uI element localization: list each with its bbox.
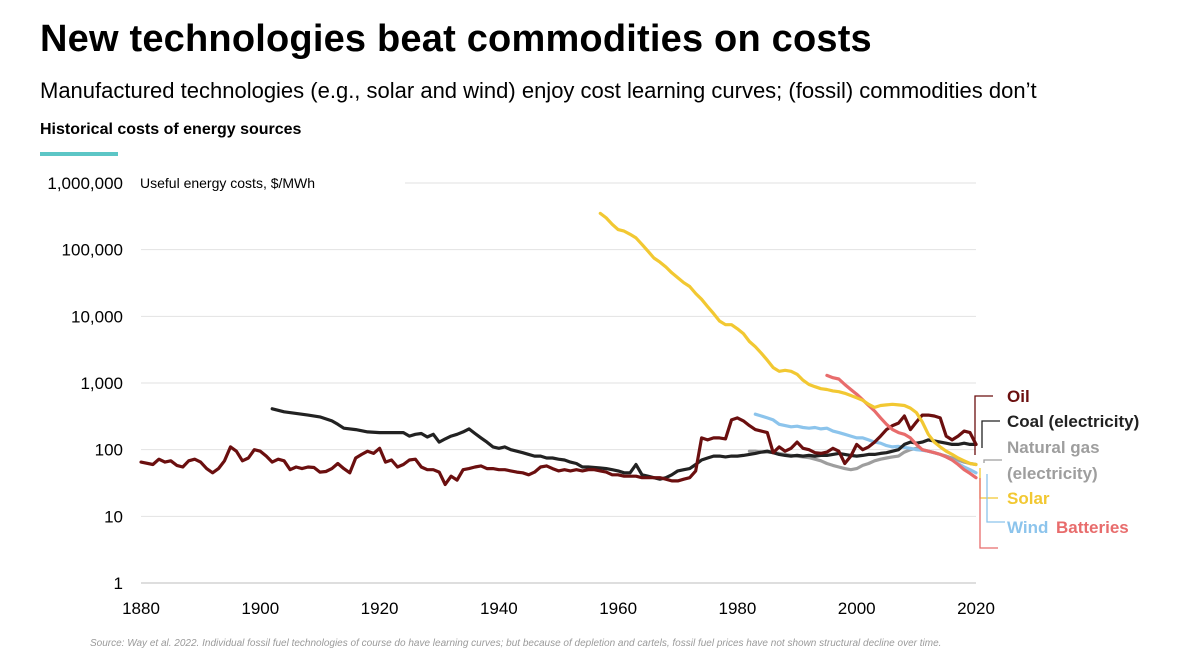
y-axis-label: Useful energy costs, $/MWh bbox=[140, 175, 315, 191]
series-line-batteries bbox=[825, 373, 978, 480]
y-tick-label: 1,000 bbox=[80, 374, 123, 393]
y-tick-label: 100,000 bbox=[62, 241, 123, 260]
page-subtitle: Manufactured technologies (e.g., solar a… bbox=[40, 78, 1037, 103]
x-tick-label: 1920 bbox=[361, 599, 399, 618]
label-connector-wind bbox=[986, 474, 1005, 523]
y-axis-ticks: 1 10 100 1,000 10,000 100,000 1,000,000 bbox=[47, 174, 123, 593]
series-lines bbox=[139, 211, 978, 487]
page-title: New technologies beat commodities on cos… bbox=[40, 18, 872, 60]
x-tick-label: 1960 bbox=[599, 599, 637, 618]
x-tick-label: 1900 bbox=[241, 599, 279, 618]
label-connector-solar bbox=[979, 468, 998, 499]
x-tick-label: 1940 bbox=[480, 599, 518, 618]
series-label-oil: Oil bbox=[1007, 387, 1030, 406]
label-connector-coal-electricity bbox=[981, 420, 1000, 448]
x-axis-ticks: 1880 1900 1920 1940 1960 1980 2000 2020 bbox=[122, 599, 995, 618]
source-note: Source: Way et al. 2022. Individual foss… bbox=[90, 638, 942, 649]
x-tick-label: 2000 bbox=[838, 599, 876, 618]
y-tick-label: 100 bbox=[95, 441, 123, 460]
series-label-coal-electricity: Coal (electricity) bbox=[1007, 412, 1139, 431]
series-label-solar: Solar bbox=[1007, 489, 1050, 508]
y-tick-label: 1,000,000 bbox=[47, 174, 123, 193]
gridlines bbox=[141, 182, 976, 584]
series-line-solar bbox=[598, 211, 978, 467]
heading-accent-bar bbox=[40, 152, 118, 156]
y-tick-label: 1 bbox=[114, 574, 123, 593]
x-tick-label: 1980 bbox=[719, 599, 757, 618]
series-label-natural-gas-electricity: Natural gas bbox=[1007, 438, 1100, 457]
chart-heading: Historical costs of energy sources bbox=[40, 121, 302, 138]
y-tick-label: 10 bbox=[104, 507, 123, 526]
series-label-natural-gas-electricity: (electricity) bbox=[1007, 464, 1098, 483]
label-connector-oil bbox=[974, 395, 993, 455]
x-tick-label: 1880 bbox=[122, 599, 160, 618]
series-label-wind: Wind bbox=[1007, 518, 1048, 537]
label-connector-natural-gas-electricity bbox=[983, 459, 1002, 463]
label-connector-batteries bbox=[979, 478, 998, 549]
x-tick-label: 2020 bbox=[957, 599, 995, 618]
y-tick-label: 10,000 bbox=[71, 307, 123, 326]
series-line-oil bbox=[139, 413, 978, 487]
series-labels: Oil Coal (electricity) Natural gas (electri… bbox=[974, 387, 1139, 549]
series-label-batteries: Batteries bbox=[1056, 518, 1129, 537]
